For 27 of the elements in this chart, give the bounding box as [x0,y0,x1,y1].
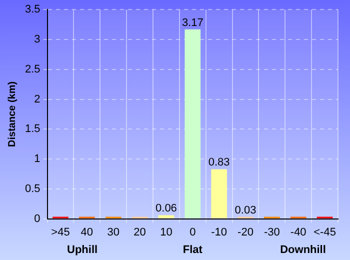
y-tick-label: 3 [34,34,40,46]
x-tick-label: -40 [290,226,306,238]
y-tick-label: 0 [34,212,40,225]
x-tick-label: 10 [160,226,172,238]
text: Uphill [67,244,98,256]
x-tick-label: 40 [80,226,94,238]
x-tick-label: 20 [134,226,146,238]
x-tick-label: -30 [264,226,280,238]
x-tick-label: -10 [211,226,228,238]
data-label: 0.83 [208,156,230,169]
x-tick-label: <-45 [314,226,336,238]
text: Downhill [280,244,326,256]
y-tick-label: 1 [34,153,40,166]
data-label: 3.17 [182,16,204,29]
y-tick-label: 0.5 [24,182,40,195]
y-tick-label: 3.5 [24,4,40,16]
x-tick-label: -20 [238,226,254,238]
x-tick-label: >45 [51,226,70,238]
x-tick-label: 0 [190,226,196,238]
text: Flat [182,244,203,256]
x-tick-label: 30 [107,226,120,238]
y-tick-label: 1.5 [24,123,40,136]
y-tick-label: 2 [34,93,40,106]
y-tick-label: 2.5 [24,63,40,76]
data-label: 0.03 [234,204,256,216]
data-label: 0.06 [156,202,177,215]
y-axis-title: Distance (km) [6,81,18,147]
